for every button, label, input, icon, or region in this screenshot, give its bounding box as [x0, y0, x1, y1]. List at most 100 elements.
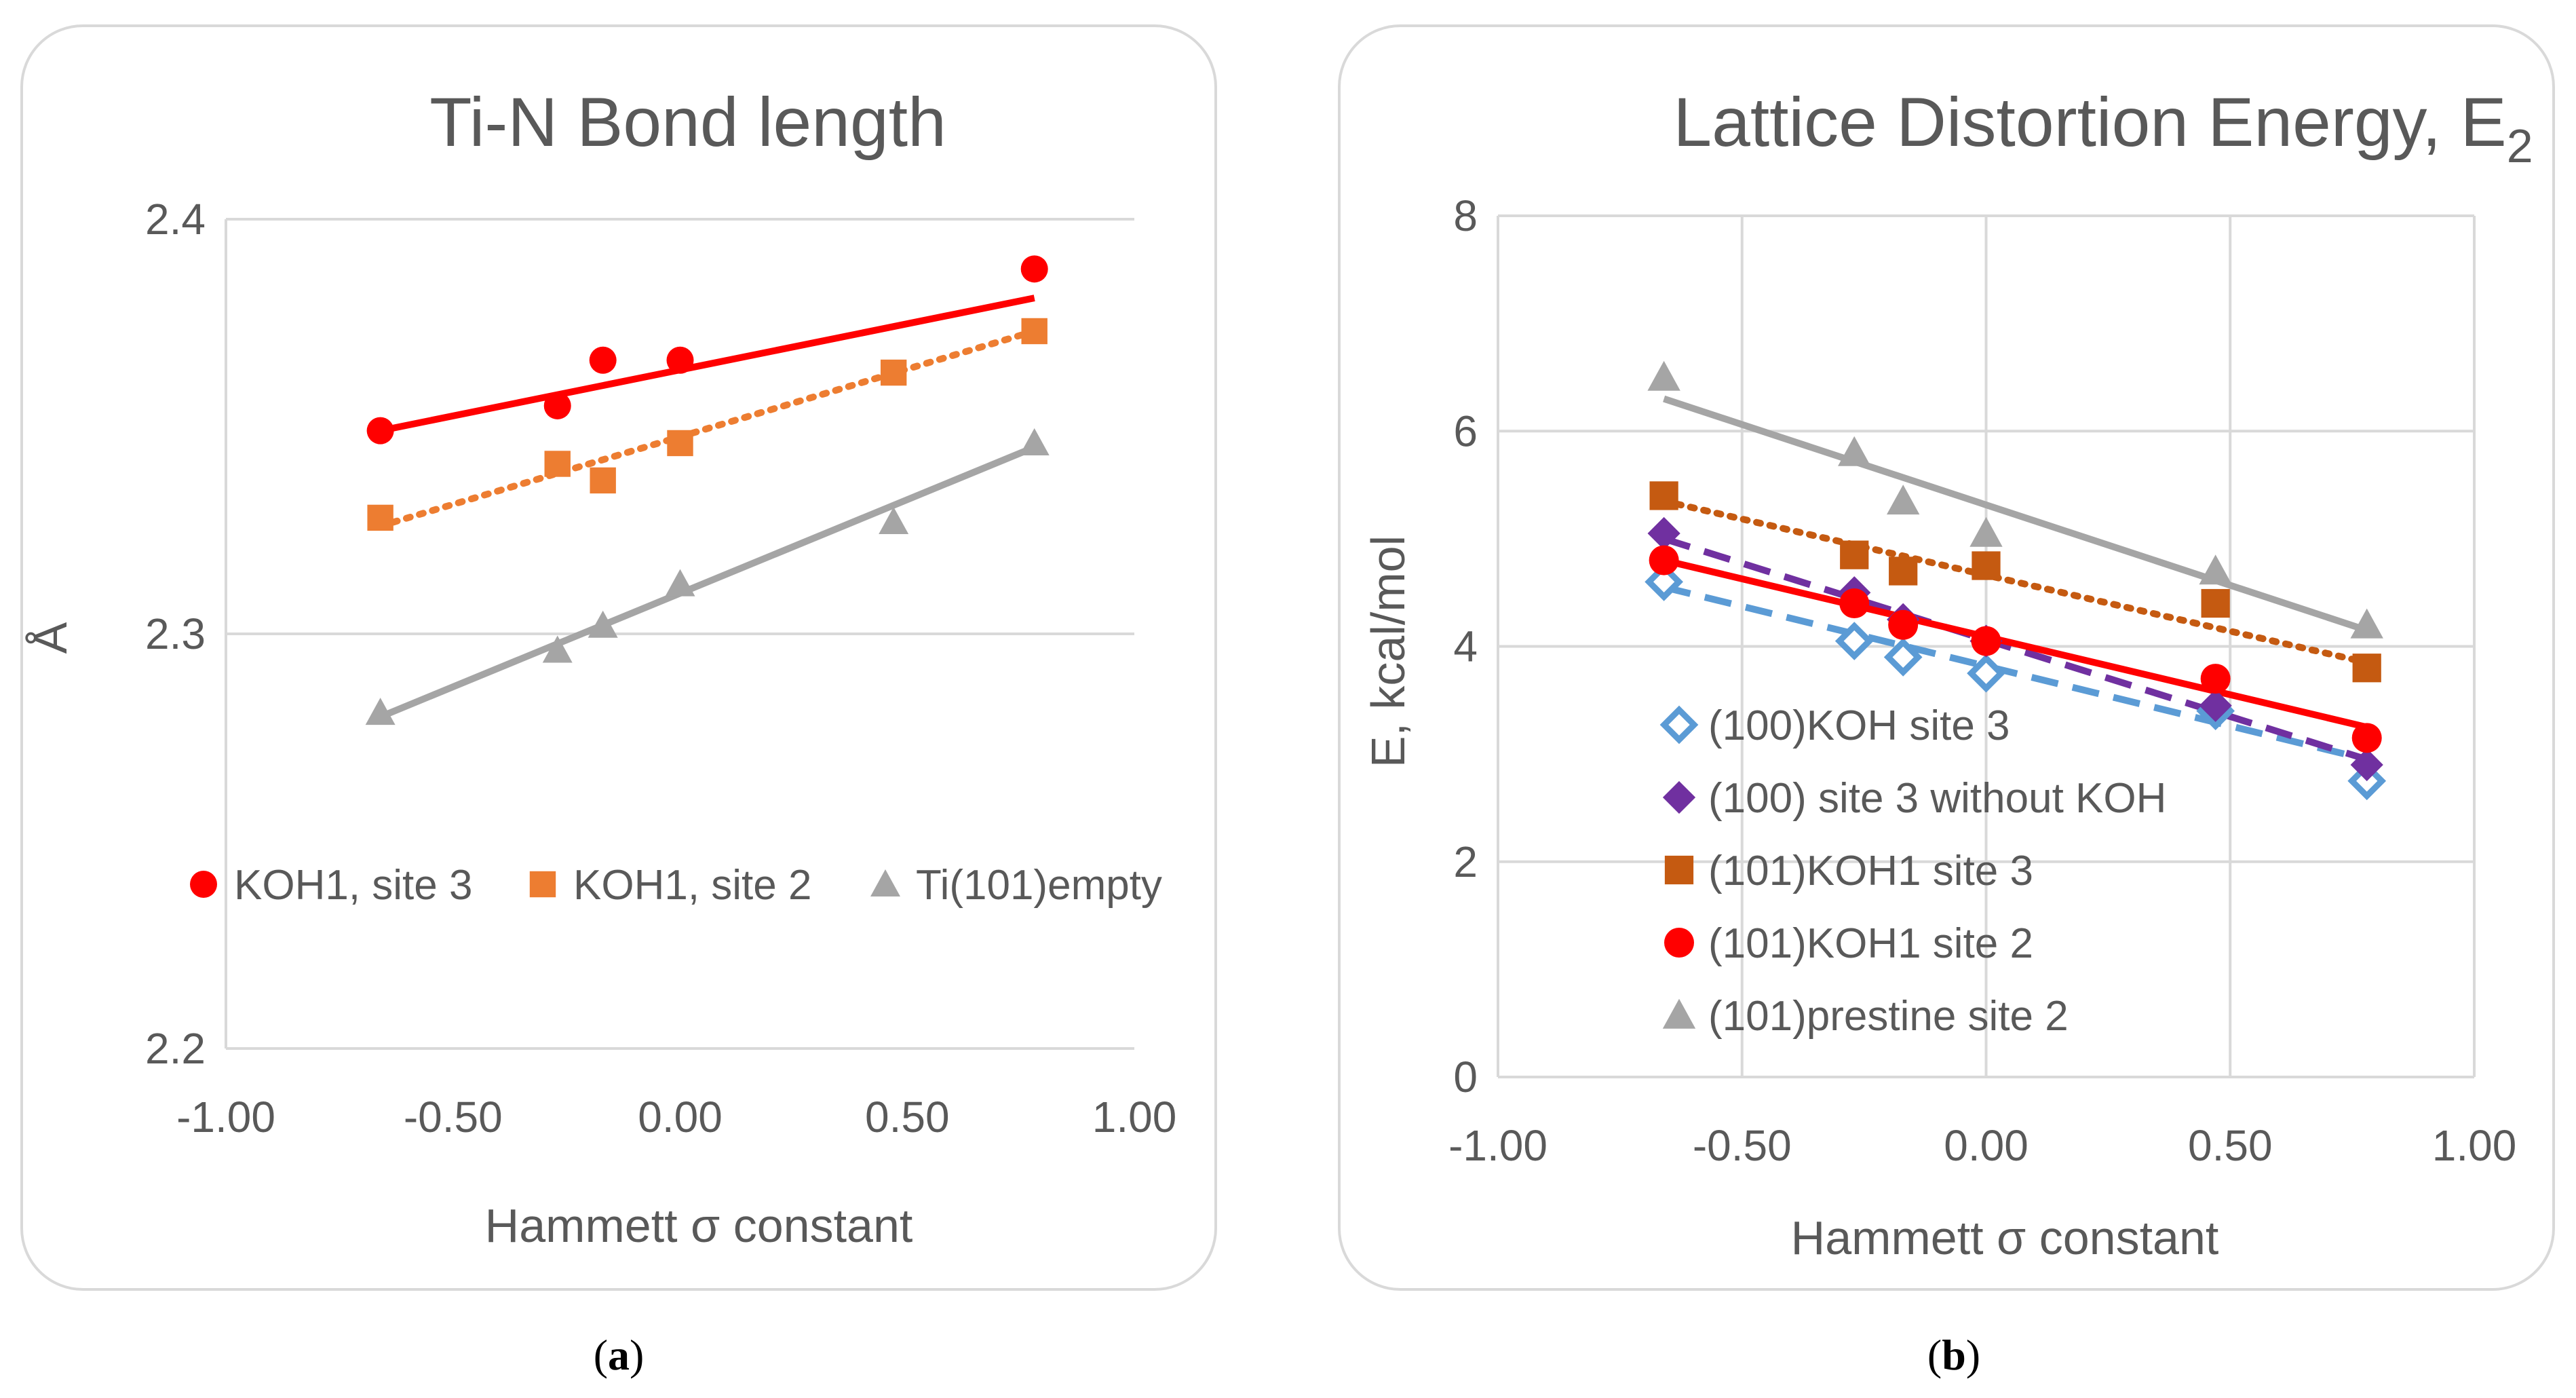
legend-item-101-koh1-site-3: (101)KOH1 site 3 — [1664, 848, 2033, 894]
gridlines-a — [225, 218, 1134, 1050]
legend-marker-100-koh-site-3 — [1659, 705, 1699, 744]
legend-item-koh1-site-2: KOH1, site 2 — [529, 862, 811, 909]
data-point-100-site-3-without-koh — [2199, 689, 2232, 722]
legend-item-100-site-3-without-koh: (100) site 3 without KOH — [1662, 775, 2166, 822]
x-tick-label: 0.00 — [1944, 1121, 2029, 1170]
trendline-101-koh1-site-3 — [1660, 497, 2370, 666]
legend-a: KOH1, site 3 KOH1, site 2 Ti(101)empty — [190, 862, 1162, 909]
legend-item-101-prestine-site-2: (101)prestine site 2 — [1662, 993, 2069, 1040]
data-point-koh1-site-2 — [1021, 318, 1047, 345]
data-point-101-koh1-site-3 — [1840, 540, 1869, 569]
legend-label: KOH1, site 3 — [234, 862, 472, 909]
legend-label: (100)KOH site 3 — [1708, 702, 2010, 749]
chart-frame-a — [20, 24, 1217, 1291]
x-tick-label: -0.50 — [1693, 1121, 1792, 1170]
legend-marker-koh1-site-3 — [190, 871, 217, 898]
chart-panel-b: Lattice Distortion Energy, E2 0 2 4 6 8 -1.0… — [1338, 24, 2555, 1379]
data-point-ti-101-empty — [665, 569, 695, 597]
legend-label: KOH1, site 2 — [573, 862, 811, 909]
y-tick-label: 2.4 — [145, 195, 206, 244]
x-tick-label: -1.00 — [1448, 1121, 1547, 1170]
x-tick-label: 1.00 — [2432, 1121, 2517, 1170]
data-point-ti-101-empty — [588, 610, 618, 638]
data-point-100-koh-site-3 — [1645, 562, 1683, 601]
x-tick-label: 1.00 — [1092, 1093, 1177, 1141]
y-tick-label: 4 — [1453, 622, 1478, 671]
y-axis-label-a: Å — [24, 622, 77, 654]
data-point-101-koh1-site-3 — [2352, 654, 2381, 683]
legend-marker-101-koh1-site-2 — [1664, 928, 1694, 958]
legend-label: (101)prestine site 2 — [1708, 993, 2069, 1040]
x-tick-label: 0.50 — [865, 1093, 950, 1141]
x-tick-labels-b: -1.00 -0.50 0.00 0.50 1.00 — [1448, 1121, 2516, 1170]
legend-marker-100-site-3-without-koh — [1662, 780, 1696, 814]
trendline-100-koh-site-3 — [1663, 584, 2368, 763]
legend-item-koh1-site-3: KOH1, site 3 — [190, 862, 472, 909]
legend-item-ti-101-empty: Ti(101)empty — [870, 862, 1162, 909]
data-point-101-prestine-site-2 — [2350, 608, 2383, 639]
data-point-101-koh1-site-3 — [1889, 556, 1918, 586]
caption-a: (a) — [594, 1331, 645, 1379]
gridlines-b — [1497, 214, 2476, 1078]
trendlines-a — [377, 295, 1038, 720]
y-tick-label: 8 — [1453, 191, 1478, 240]
trendline-101-prestine-site-2 — [1663, 395, 2368, 634]
data-point-101-prestine-site-2 — [2199, 554, 2232, 585]
legend-marker-101-prestine-site-2 — [1662, 998, 1696, 1029]
data-point-koh1-site-2 — [590, 467, 616, 494]
y-tick-label: 2.2 — [145, 1024, 206, 1073]
x-tick-label: 0.50 — [2188, 1121, 2273, 1170]
trendline-100-site-3-without-koh — [1663, 535, 2368, 763]
chart-title-b: Lattice Distortion Energy, E2 — [1673, 83, 2533, 172]
x-axis-label-a: Hammett σ constant — [485, 1199, 913, 1252]
legend-label: (100) site 3 without KOH — [1708, 775, 2166, 822]
data-point-101-koh1-site-3 — [1972, 551, 2001, 580]
x-tick-label: -0.50 — [404, 1093, 503, 1141]
data-point-101-koh1-site-2 — [2351, 723, 2382, 753]
legend-marker-ti-101-empty — [870, 869, 900, 896]
data-point-101-koh1-site-2 — [1839, 588, 1870, 619]
data-point-101-koh1-site-3 — [2201, 588, 2230, 618]
data-point-koh1-site-3 — [1020, 255, 1048, 283]
data-point-ti-101-empty — [365, 698, 396, 725]
data-points-b — [1645, 360, 2387, 801]
x-tick-labels-a: -1.00 -0.50 0.00 0.50 1.00 — [176, 1093, 1176, 1141]
data-point-101-koh1-site-2 — [1888, 609, 1919, 640]
y-tick-labels-b: 0 2 4 6 8 — [1453, 191, 1478, 1101]
data-point-101-prestine-site-2 — [1886, 485, 1920, 515]
caption-b: (b) — [1927, 1331, 1980, 1379]
chart-title-b-subscript: 2 — [2507, 119, 2533, 172]
data-point-koh1-site-2 — [367, 504, 393, 531]
data-point-koh1-site-2 — [667, 430, 693, 457]
x-axis-label-b: Hammett σ constant — [1791, 1211, 2219, 1264]
data-point-101-koh1-site-2 — [1649, 545, 1679, 575]
legend-label: (101)KOH1 site 3 — [1708, 848, 2033, 894]
legend-item-101-koh1-site-2: (101)KOH1 site 2 — [1664, 920, 2033, 967]
data-point-ti-101-empty — [1019, 428, 1050, 455]
y-axis-label-b: E, kcal/mol — [1362, 535, 1415, 768]
legend-item-100-koh-site-3: (100)KOH site 3 — [1659, 702, 2010, 749]
legend-label: (101)KOH1 site 2 — [1708, 920, 2033, 967]
trendline-ti-101-empty — [379, 444, 1036, 720]
x-tick-label: -1.00 — [176, 1093, 275, 1141]
trendline-koh1-site-3 — [379, 295, 1035, 434]
legend-label: Ti(101)empty — [916, 862, 1162, 909]
trendline-101-koh1-site-2 — [1663, 556, 2368, 731]
chart-frame-b — [1338, 24, 2555, 1291]
data-point-koh1-site-3 — [543, 392, 571, 419]
data-point-koh1-site-2 — [880, 359, 907, 386]
data-point-ti-101-empty — [542, 635, 573, 663]
trendline-koh1-site-2 — [377, 327, 1038, 530]
y-tick-label: 2 — [1453, 837, 1478, 886]
data-point-ti-101-empty — [879, 507, 909, 535]
data-point-100-koh-site-3 — [1883, 637, 1923, 677]
data-point-koh1-site-2 — [544, 451, 571, 477]
data-point-100-koh-site-3 — [1967, 654, 2005, 693]
trendlines-b — [1660, 395, 2370, 763]
y-tick-label: 0 — [1453, 1053, 1478, 1101]
data-point-101-prestine-site-2 — [1647, 360, 1680, 391]
x-tick-label: 0.00 — [638, 1093, 723, 1141]
data-point-101-prestine-site-2 — [1969, 516, 2003, 547]
legend-marker-koh1-site-2 — [529, 871, 556, 898]
